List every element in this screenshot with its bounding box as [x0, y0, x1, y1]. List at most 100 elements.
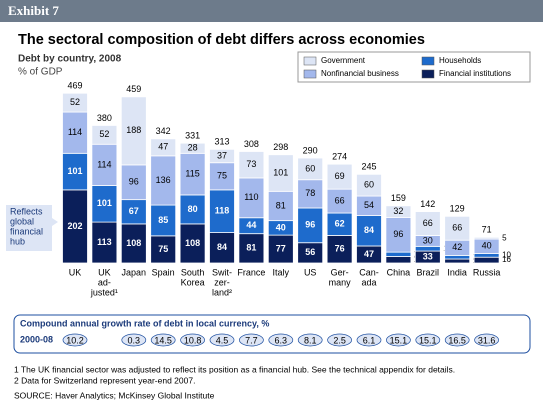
x-tick-label: India: [447, 267, 467, 277]
x-tick-label: Can-: [359, 267, 379, 277]
x-tick-label: ad-: [98, 277, 111, 287]
value-label: 16: [502, 255, 511, 264]
value-label: 42: [452, 242, 462, 252]
value-label: 96: [393, 229, 403, 239]
bar-segment: [62, 92, 88, 113]
value-label: 101: [97, 198, 112, 208]
growth-oval: [121, 333, 147, 347]
bar-segment: [444, 258, 471, 264]
growth-value: 10.2: [66, 335, 84, 345]
bar-segment: [62, 152, 88, 191]
annotation: hub: [10, 236, 25, 246]
bar-segment: [326, 163, 353, 190]
value-label: 110: [244, 192, 258, 202]
header: Exhibit 7: [8, 3, 59, 18]
value-label: 84: [364, 225, 374, 235]
x-tick-label: Russia: [473, 267, 501, 277]
growth-value: 16.5: [448, 335, 466, 345]
value-label: 37: [217, 150, 227, 160]
bar-segment: [297, 207, 324, 244]
growth-oval: [150, 333, 176, 347]
value-label: 66: [452, 223, 462, 233]
value-label: 77: [276, 243, 286, 253]
x-tick-label: France: [237, 267, 265, 277]
total-label: 129: [450, 204, 465, 214]
value-label: 136: [156, 175, 171, 185]
growth-value: 0.3: [128, 335, 141, 345]
value-label: 47: [158, 142, 168, 152]
growth-value: 6.1: [363, 335, 376, 345]
value-label: 40: [482, 241, 492, 251]
bar-segment: [120, 164, 147, 201]
growth-value: 14.5: [154, 335, 172, 345]
x-tick-label: Japan: [122, 267, 147, 277]
growth-value: 31.6: [478, 335, 496, 345]
header-bar: [0, 0, 543, 22]
bar-segment: [385, 251, 412, 257]
subtitle: Debt by country, 2008: [18, 54, 122, 65]
value-label: 101: [273, 167, 288, 177]
growth-oval: [180, 333, 205, 347]
growth-oval: [239, 333, 264, 347]
bar-segment: [356, 173, 382, 197]
value-label: 10: [502, 251, 511, 260]
total-label: 342: [156, 126, 171, 136]
legend-swatch: [303, 56, 317, 66]
legend-swatch: [421, 56, 435, 66]
value-label: 66: [335, 195, 345, 205]
bar-segment: [150, 138, 177, 157]
total-label: 290: [303, 145, 318, 155]
growth-value: 10.8: [184, 335, 202, 345]
total-label: 71: [482, 225, 492, 235]
bar-segment: [62, 189, 88, 264]
x-tick-label: UK: [69, 267, 82, 277]
x-tick-label: Spain: [152, 267, 175, 277]
bar-segment: [326, 235, 353, 264]
growth-oval: [356, 333, 382, 347]
growth-oval: [474, 333, 499, 347]
bar-segment: [267, 154, 294, 192]
value-label: 44: [246, 220, 256, 230]
value-label: 80: [188, 204, 198, 214]
total-label: 459: [126, 84, 141, 94]
bar-segment: [179, 194, 206, 225]
x-tick-label: South: [181, 267, 205, 277]
total-label: 142: [420, 199, 435, 209]
bar-segment: [385, 205, 412, 218]
bar-segment: [91, 185, 118, 223]
bar-segment: [297, 179, 324, 209]
growth-oval: [297, 333, 323, 347]
growth-value: 2.5: [333, 335, 346, 345]
growth-oval: [62, 333, 88, 347]
value-label: 62: [335, 219, 345, 229]
value-label: 188: [126, 125, 141, 135]
value-label: 67: [129, 206, 139, 216]
value-label: 96: [305, 220, 315, 230]
bar-segment: [267, 190, 294, 222]
value-label: 81: [246, 243, 256, 253]
bar-segment: [179, 142, 206, 154]
x-tick-label: Brazil: [417, 267, 440, 277]
bar-segment: [150, 204, 177, 237]
value-label: 108: [185, 238, 200, 248]
legend-label: Government: [321, 56, 366, 65]
value-label: 108: [126, 238, 141, 248]
bar-segment: [120, 96, 147, 166]
value-label: 52: [70, 97, 80, 107]
footnote: 2 Data for Switzerland represent year-en…: [14, 375, 195, 385]
bar-segment: [209, 189, 235, 233]
total-label: 469: [67, 81, 82, 91]
x-tick-label: many: [329, 277, 352, 287]
value-label: 33: [423, 251, 433, 261]
growth-period: 2000-08: [20, 334, 53, 344]
bar-segment: [120, 223, 147, 264]
bar-segment: [267, 234, 294, 264]
value-label: 81: [276, 200, 286, 210]
total-label: 380: [97, 113, 112, 123]
total-label: 308: [244, 139, 259, 149]
growth-value: 7.7: [245, 335, 258, 345]
value-label: 202: [67, 221, 82, 231]
bar-segment: [473, 256, 500, 264]
bar-segment: [385, 256, 412, 264]
bar-segment: [473, 236, 500, 240]
